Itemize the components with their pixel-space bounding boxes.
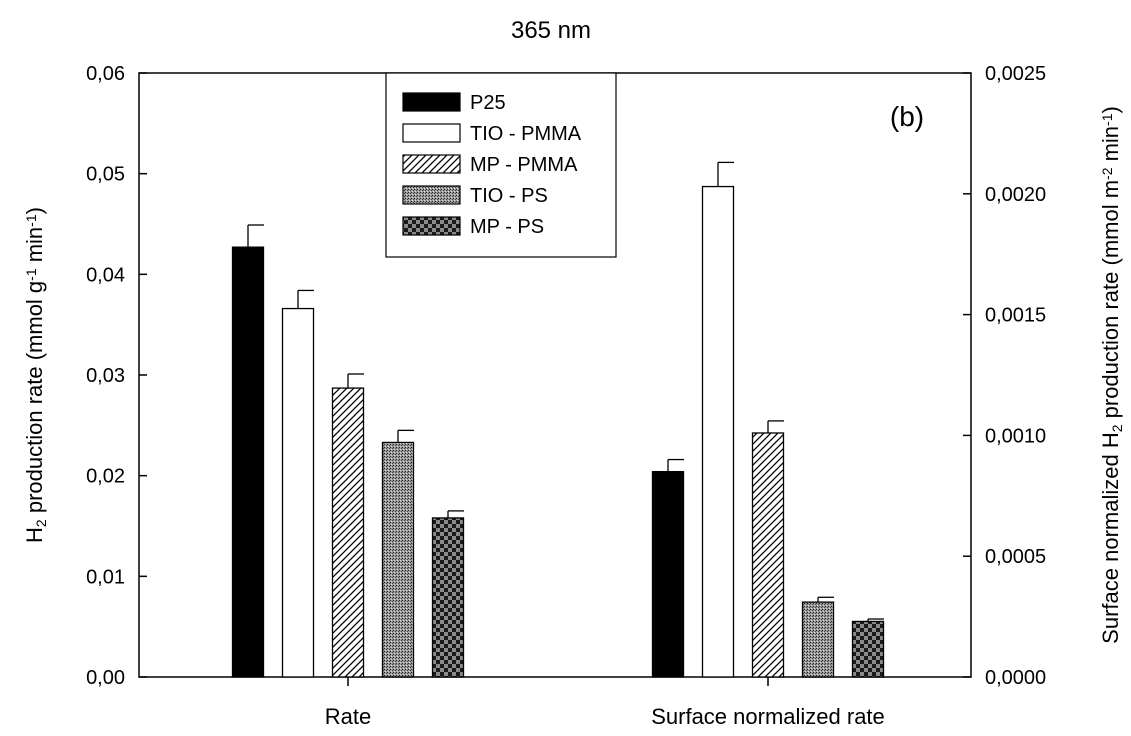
left-axis-ticks: 0,00 0,01 0,02 0,03 0,04 0,05 0,06 (86, 63, 147, 689)
right-tick-label: 0,0015 (985, 305, 1046, 327)
left-axis-label: H2 production rate (mmol g-1 min-1) (22, 207, 49, 543)
left-tick-label: 0,02 (86, 466, 125, 488)
legend-label: MP - PMMA (470, 154, 578, 176)
bar-tio-ps-surface (801, 601, 835, 678)
legend-label: TIO - PMMA (470, 123, 582, 145)
legend-swatch (402, 92, 461, 112)
x-axis-tick-labels: Rate Surface normalized rate (325, 677, 885, 729)
legend: P25 TIO - PMMA MP - PMMA TIO - PS MP - PS (385, 72, 617, 258)
bar-tio-pmma-rate (281, 307, 315, 678)
panel-label: (b) (890, 101, 924, 132)
bar-p25-surface (651, 470, 685, 678)
legend-swatch (402, 123, 461, 143)
legend-swatch (402, 216, 461, 236)
legend-label: MP - PS (470, 216, 544, 238)
bar-mp-ps-surface (851, 620, 885, 678)
right-tick-label: 0,0025 (985, 63, 1046, 85)
bar-mp-pmma-rate (331, 387, 365, 678)
left-tick-label: 0,01 (86, 566, 125, 588)
bars-group (231, 161, 885, 678)
bar-tio-pmma-surface (701, 185, 735, 678)
right-tick-label: 0,0005 (985, 546, 1046, 568)
legend-swatch (402, 185, 461, 205)
right-tick-label: 0,0010 (985, 425, 1046, 447)
chart-title: 365 nm (511, 17, 591, 44)
bar-mp-pmma-surface (751, 432, 785, 678)
bar-p25-rate (231, 246, 265, 678)
x-tick-label: Surface normalized rate (651, 704, 885, 729)
left-tick-label: 0,04 (86, 264, 125, 286)
left-tick-label: 0,03 (86, 365, 125, 387)
legend-label: TIO - PS (470, 185, 548, 207)
legend-items: P25 TIO - PMMA MP - PMMA TIO - PS MP - PS (402, 92, 582, 238)
legend-swatch (402, 154, 461, 174)
x-tick-label: Rate (325, 704, 371, 729)
left-tick-label: 0,05 (86, 164, 125, 186)
right-tick-label: 0,0000 (985, 667, 1046, 689)
bar-tio-ps-rate (381, 441, 415, 678)
left-tick-label: 0,06 (86, 63, 125, 85)
bar-mp-ps-rate (431, 517, 465, 678)
right-tick-label: 0,0020 (985, 184, 1046, 206)
right-axis-label: Surface normalized H2 production rate (m… (1098, 106, 1125, 644)
legend-label: P25 (470, 92, 506, 114)
right-axis-ticks: 0,0000 0,0005 0,0010 0,0015 0,0020 0,0025 (963, 63, 1046, 689)
left-tick-label: 0,00 (86, 667, 125, 689)
